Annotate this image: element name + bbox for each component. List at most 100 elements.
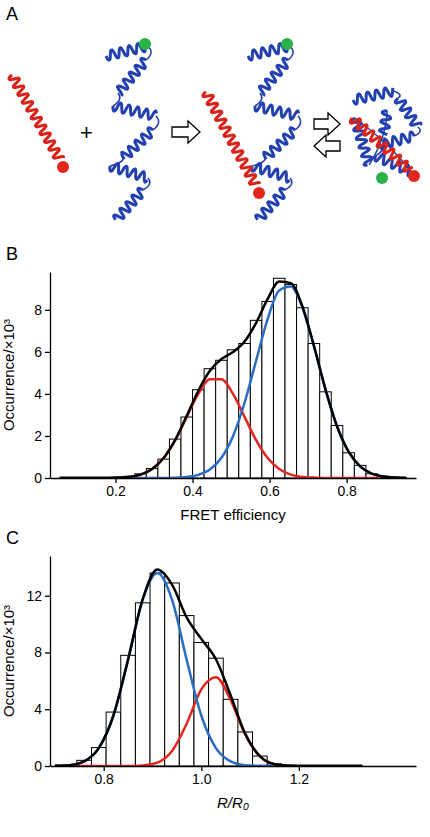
panel-letter: B: [6, 244, 18, 264]
acceptor-dye: [408, 170, 420, 182]
y-tick-label: 2: [34, 428, 42, 444]
y-tick-label: 6: [34, 344, 42, 360]
y-tick: 6: [34, 344, 50, 360]
y-tick: 4: [34, 386, 50, 402]
x-tick: 0.6: [260, 478, 280, 499]
y-tick: 4: [34, 701, 50, 717]
panel-letter: A: [6, 4, 18, 24]
protein-helix: [122, 128, 153, 159]
protein-loop: [153, 116, 159, 130]
histogram-bar: [216, 360, 228, 478]
histogram-bar: [227, 350, 239, 478]
protein-helix: [353, 88, 393, 104]
y-axis-title: Occurrence/×10³: [0, 319, 17, 431]
y-tick-label: 8: [34, 302, 42, 318]
y-axis-line: [50, 273, 51, 479]
y-tick: 12: [26, 588, 50, 604]
x-tick: 0.8: [94, 766, 114, 787]
x-tick-label: 0.4: [183, 483, 203, 499]
histogram-bar: [165, 583, 180, 766]
panel-0: 0.2 0.4 0.6 0.8 0 2 4 6 8 FRET efficiency Occurren…: [0, 244, 417, 523]
y-tick: 0: [34, 758, 50, 774]
y-tick-label: 4: [34, 701, 42, 717]
x-tick-label: 0.8: [94, 771, 114, 787]
y-axis: 0 4 8 12: [26, 557, 50, 774]
y-tick-mark: [45, 352, 50, 353]
protein-helix: [117, 58, 146, 96]
y-tick-mark: [45, 596, 50, 597]
y-tick: 2: [34, 428, 50, 444]
fit-curve: [60, 379, 407, 478]
acceptor-dye: [57, 161, 69, 173]
donor-dye: [281, 38, 293, 50]
donor-dye: [139, 38, 151, 50]
x-tick: 1.0: [192, 766, 212, 787]
fit-curve: [60, 287, 407, 478]
x-tick: 0.4: [183, 478, 203, 499]
y-tick: 8: [34, 644, 50, 660]
x-tick-label: 1.0: [192, 771, 212, 787]
protein-helix: [259, 58, 288, 96]
y-tick: 8: [34, 302, 50, 318]
histogram-bar: [204, 369, 216, 478]
peptide-helix: [350, 118, 413, 171]
y-tick-label: 12: [26, 588, 42, 604]
protein-helix: [255, 103, 299, 119]
y-tick-mark: [45, 766, 50, 767]
protein-helix: [379, 111, 390, 135]
panel-1: 0.8 1.0 1.2 0 4 8 12 R/R₀ Occurrence/×10³ C: [0, 528, 417, 811]
x-axis-title: R/R₀: [217, 794, 249, 811]
protein-loop: [394, 91, 401, 98]
acceptor-dye: [253, 187, 265, 199]
y-tick-label: 0: [34, 470, 42, 486]
protein-loop: [295, 116, 301, 130]
y-axis-line: [50, 557, 51, 767]
fit-curve: [55, 677, 362, 766]
x-tick-label: 0.2: [106, 483, 126, 499]
histogram-bar: [297, 308, 309, 478]
y-tick-mark: [45, 478, 50, 479]
y-tick-label: 4: [34, 386, 42, 402]
protein-helix: [110, 164, 147, 183]
y-tick-mark: [45, 709, 50, 710]
histogram-bar: [194, 643, 209, 766]
y-axis-title: Occurrence/×10³: [0, 605, 17, 717]
plus-sign: +: [80, 120, 93, 145]
x-tick: 0.2: [106, 478, 126, 499]
fit-curve: [55, 573, 362, 766]
protein-helix: [351, 118, 372, 165]
protein-helix: [113, 103, 157, 119]
y-axis: 0 2 4 6 8: [34, 273, 50, 486]
protein-helix: [395, 98, 421, 125]
peptide-helix: [203, 92, 260, 184]
arrow: [314, 135, 340, 157]
x-axis-title: FRET efficiency: [180, 506, 286, 523]
x-tick-label: 1.2: [290, 771, 310, 787]
histogram-bar: [273, 278, 285, 478]
histogram-bar: [106, 712, 121, 766]
x-tick-label: 0.6: [260, 483, 280, 499]
x-axis: 0.2 0.4 0.6 0.8: [51, 478, 417, 499]
panel-a: A+: [6, 4, 421, 220]
donor-dye: [376, 172, 388, 184]
fit-curve: [55, 570, 362, 766]
x-tick-label: 0.8: [337, 483, 357, 499]
y-tick: 0: [34, 470, 50, 486]
y-tick-mark: [45, 394, 50, 395]
histogram-bar: [150, 573, 165, 766]
x-axis-line: [51, 766, 417, 767]
histogram-bar: [121, 655, 136, 766]
arrow: [314, 113, 340, 135]
x-tick: 1.2: [290, 766, 310, 787]
x-axis-line: [51, 478, 417, 479]
y-tick-mark: [45, 310, 50, 311]
protein-helix: [252, 164, 289, 183]
fit-curve: [60, 281, 407, 478]
protein-helix: [264, 128, 295, 159]
histogram-bar: [285, 285, 297, 478]
protein-helix: [114, 188, 143, 219]
panel-letter: C: [6, 528, 19, 548]
x-axis: 0.8 1.0 1.2: [51, 766, 417, 787]
y-tick-mark: [45, 436, 50, 437]
y-tick-label: 0: [34, 758, 42, 774]
